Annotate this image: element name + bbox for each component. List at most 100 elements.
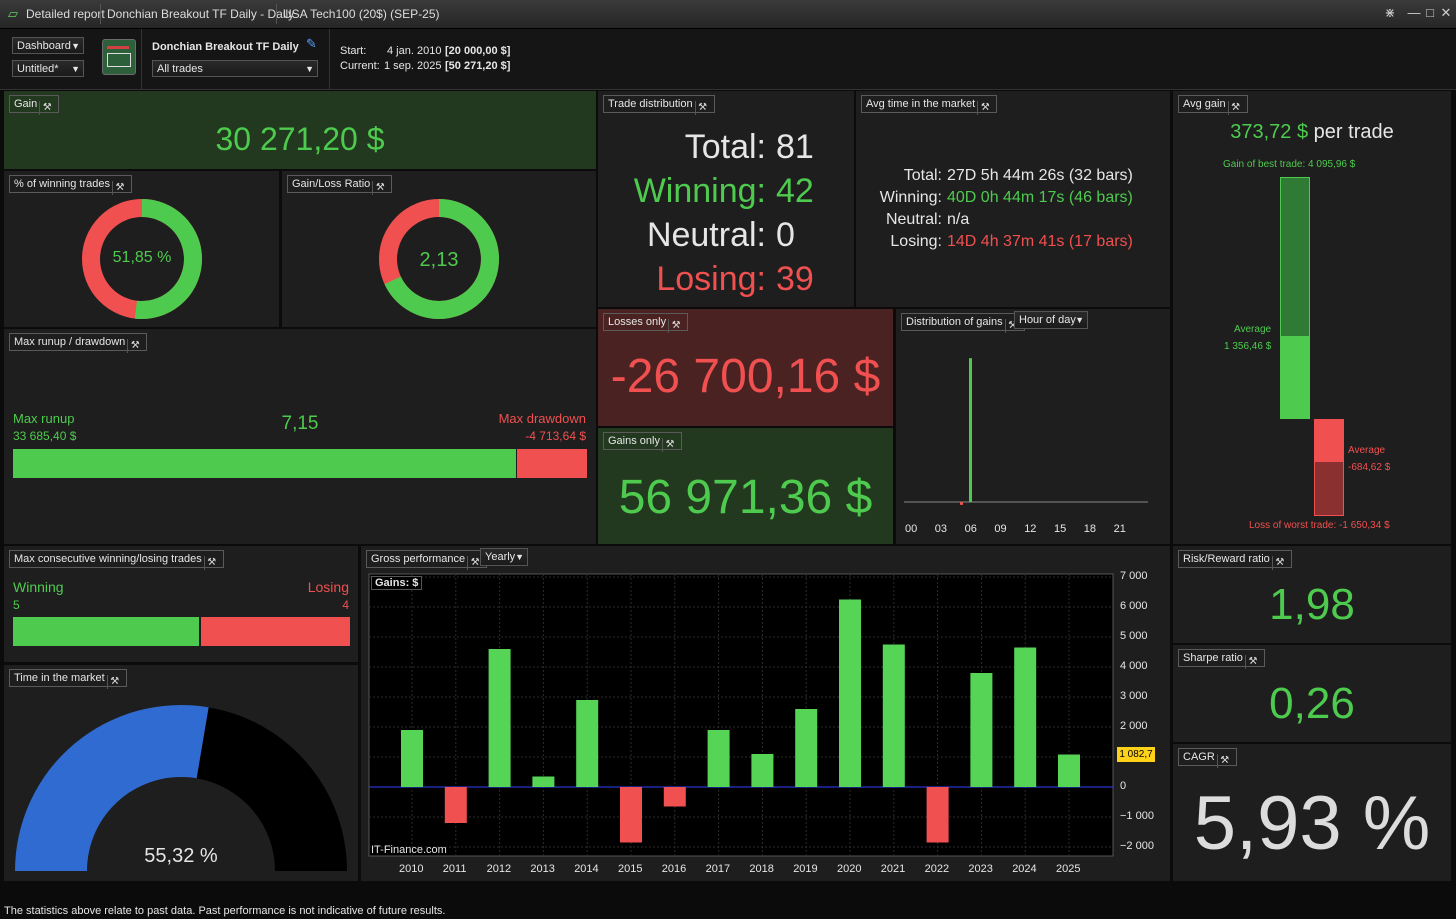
current-capital: [50 271,20 $] [445, 60, 511, 72]
avg-win-bar [1280, 337, 1310, 419]
wrench-icon[interactable]: ⚒ [106, 675, 122, 689]
trades-filter-select[interactable]: All trades ▼ [152, 60, 318, 77]
tab-strategy[interactable]: Donchian Breakout TF Daily - Daily [107, 7, 295, 21]
wrench-icon[interactable]: ⚒ [372, 181, 387, 195]
panel-title: Gain/Loss Ratio ⚒ [287, 175, 393, 195]
hour-bar-06 [969, 358, 972, 502]
layout-select[interactable]: Untitled* ▼ [12, 60, 84, 77]
wrench-icon[interactable]: ⚒ [1244, 655, 1260, 669]
distribution-labels: Total: Winning: Neutral: Losing: [598, 125, 766, 301]
trade-distribution-panel: Trade distribution ⚒ Total: Winning: Neut… [598, 91, 854, 307]
maximize-icon[interactable]: □ [1426, 5, 1434, 20]
hour-of-day-select[interactable]: Hour of day ▼ [1014, 311, 1088, 329]
cagr-panel: CAGR ⚒ 5,93 % [1173, 744, 1451, 881]
chart-app-icon: ▱ [8, 6, 18, 21]
y-tick-label: −2 000 [1120, 840, 1154, 852]
wrench-icon[interactable]: ⚒ [1004, 319, 1020, 333]
winning-label: Winning: [633, 172, 766, 210]
x-tick-label: 2013 [530, 863, 555, 875]
hour-tick-label: 12 [1024, 523, 1037, 535]
y-tick-label: 7 000 [1120, 570, 1148, 582]
y-tick-label: 0 [1120, 780, 1127, 792]
max-consecutive-panel: Max consecutive winning/losing trades ⚒ W… [4, 546, 358, 662]
winning-pct-value: 51,85 % [112, 249, 172, 266]
neutral-value: n/a [947, 211, 970, 228]
panel-title: Risk/Reward ratio ⚒ [1178, 550, 1292, 570]
wrench-icon[interactable]: ⚒ [39, 101, 54, 115]
close-icon[interactable]: ✕ [1440, 5, 1452, 20]
wrench-icon[interactable]: ⚒ [661, 438, 677, 452]
y-tick-label: 3 000 [1120, 690, 1148, 702]
consecutive-lose-label: Losing [307, 579, 349, 595]
total-value: 81 [776, 128, 814, 166]
time-in-market-panel: Time in the market ⚒ 55,32 % [4, 665, 358, 881]
hour-tick-label: 00 [905, 523, 918, 535]
dashboard-select[interactable]: Dashboard ▼ [12, 37, 84, 54]
wrench-icon[interactable]: ⚒ [127, 339, 142, 353]
avg-gain-unit: per trade [1313, 121, 1394, 143]
start-capital: [20 000,00 $] [445, 45, 511, 57]
wrench-icon[interactable]: ⚒ [203, 556, 219, 570]
losses-value: -26 700,16 $ [610, 350, 881, 403]
x-tick-label: 2024 [1012, 863, 1037, 875]
consecutive-win-value: 5 [13, 598, 20, 612]
losing-value: 14D 4h 37m 41s (17 bars) [947, 233, 1133, 250]
hour-tick-label: 15 [1054, 523, 1067, 535]
x-tick-label: 2016 [661, 863, 687, 875]
cagr-value: 5,93 % [1193, 781, 1431, 866]
panel-title: Gross performance ⚒ [366, 550, 488, 570]
gain-panel: Gain ⚒ 30 271,20 $ [4, 91, 596, 169]
avg-gain-value: 373,72 $ [1230, 121, 1309, 143]
edit-icon[interactable]: ✎ [306, 36, 317, 51]
best-trade-label: Gain of best trade: 4 095,96 $ [1223, 159, 1356, 170]
time-in-market-value: 55,32 % [144, 845, 218, 867]
year-bar-2019 [795, 709, 818, 787]
worst-trade-bar [1314, 461, 1344, 516]
wrench-icon[interactable]: ⚒ [977, 101, 992, 115]
tab-instrument[interactable]: USA Tech100 (20$) (SEP-25) [283, 7, 440, 21]
x-tick-label: 2012 [486, 863, 512, 875]
current-label: Current: [340, 60, 380, 72]
losses-only-panel: Losses only ⚒ -26 700,16 $ [598, 309, 893, 426]
drawdown-label: Max drawdown [498, 411, 586, 426]
year-bar-2015 [620, 787, 642, 843]
avg-time-panel: Avg time in the market ⚒ Total: Winning: … [856, 91, 1170, 307]
year-bar-2017 [707, 730, 730, 787]
x-tick-label: 2022 [924, 863, 950, 875]
distribution-gains-panel: Distribution of gains ⚒ Hour of day ▼ 00 03… [896, 309, 1170, 544]
best-trade-bar [1280, 177, 1310, 337]
wrench-icon[interactable]: ⚒ [668, 319, 683, 333]
hour-distribution-chart [904, 358, 1148, 505]
plot-area [368, 573, 1114, 857]
start-date: 4 jan. 2010 [387, 45, 442, 57]
gain-loss-value: 2,13 [419, 249, 459, 271]
wrench-icon[interactable]: ⚒ [1227, 101, 1243, 115]
disclaimer: The statistics above relate to past data… [0, 904, 1456, 919]
wrench-icon[interactable]: ⚒ [694, 101, 710, 115]
yearly-select[interactable]: Yearly ▼ [480, 548, 528, 566]
gauge-filled-arc [15, 705, 209, 871]
gains-only-panel: Gains only ⚒ 56 971,36 $ [598, 428, 893, 544]
wrench-icon[interactable]: ⚒ [1216, 754, 1232, 768]
wrench-icon[interactable]: ⚒ [1271, 556, 1287, 570]
year-bar-2023 [970, 673, 993, 787]
gross-performance-chart [368, 573, 1114, 857]
share-icon[interactable]: ⋇ [1384, 5, 1396, 20]
chevron-down-icon: ▼ [515, 552, 524, 562]
neutral-value: 0 [776, 216, 795, 254]
hour-tick-label: 03 [934, 523, 948, 535]
x-tick-label: 2025 [1056, 863, 1081, 875]
wrench-icon[interactable]: ⚒ [467, 556, 482, 570]
consecutive-lose-bar [201, 617, 350, 646]
gains-value: 56 971,36 $ [618, 471, 873, 524]
report-icon[interactable] [102, 39, 136, 75]
consecutive-win-label: Winning [13, 579, 64, 595]
worst-trade-label: Loss of worst trade: -1 650,34 $ [1249, 520, 1390, 531]
avg-gain-headline: 373,72 $ per trade [1173, 121, 1451, 144]
hour-tick-label: 18 [1083, 523, 1097, 535]
risk-reward-value: 1,98 [1269, 580, 1355, 629]
runup-bar [13, 449, 516, 478]
wrench-icon[interactable]: ⚒ [112, 181, 127, 195]
minimize-icon[interactable]: — [1407, 5, 1421, 20]
avg-loss-value: -684,62 $ [1348, 462, 1391, 473]
